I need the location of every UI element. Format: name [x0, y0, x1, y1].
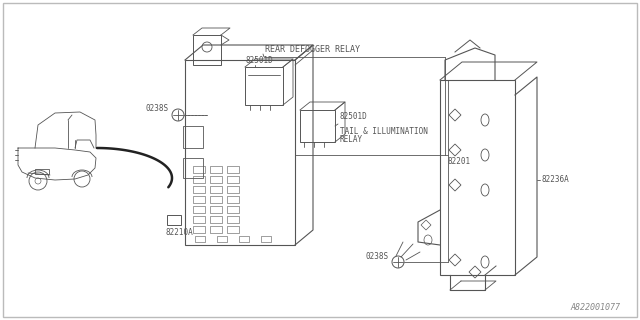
Text: 82210A: 82210A [165, 228, 193, 237]
Bar [195, 236, 205, 242]
Bar [193, 226, 205, 233]
Text: 0238S: 0238S [146, 104, 169, 113]
Bar [440, 80, 515, 275]
Bar [261, 236, 271, 242]
Bar [300, 110, 335, 142]
Bar [193, 166, 205, 173]
Bar [210, 176, 222, 183]
Text: REAR DEFOGGER RELAY: REAR DEFOGGER RELAY [265, 45, 360, 54]
Bar [193, 35, 221, 65]
Bar [35, 169, 49, 174]
Bar [227, 176, 239, 183]
Bar [193, 176, 205, 183]
Bar [185, 60, 295, 245]
Text: 82501D: 82501D [340, 112, 368, 121]
Text: TAIL & ILLUMINATION: TAIL & ILLUMINATION [340, 127, 428, 136]
Text: 82501D: 82501D [245, 56, 273, 65]
Bar [227, 216, 239, 223]
Bar [167, 215, 181, 225]
Bar [210, 226, 222, 233]
Bar [193, 206, 205, 213]
Bar [239, 236, 249, 242]
Text: 0238S: 0238S [366, 252, 389, 261]
Bar [227, 186, 239, 193]
Bar [183, 126, 203, 148]
Text: 82201: 82201 [448, 157, 471, 166]
Text: 82236A: 82236A [542, 175, 570, 185]
Bar [227, 206, 239, 213]
Bar [210, 166, 222, 173]
Bar [227, 226, 239, 233]
Bar [210, 216, 222, 223]
Bar [210, 206, 222, 213]
Bar [210, 196, 222, 203]
Bar [217, 236, 227, 242]
Bar [193, 196, 205, 203]
Text: RELAY: RELAY [340, 135, 363, 144]
Bar [245, 67, 283, 105]
Bar [227, 166, 239, 173]
Bar [210, 186, 222, 193]
Bar [183, 158, 203, 178]
Bar [227, 196, 239, 203]
Text: A822001077: A822001077 [570, 303, 620, 312]
Bar [193, 186, 205, 193]
Bar [193, 216, 205, 223]
